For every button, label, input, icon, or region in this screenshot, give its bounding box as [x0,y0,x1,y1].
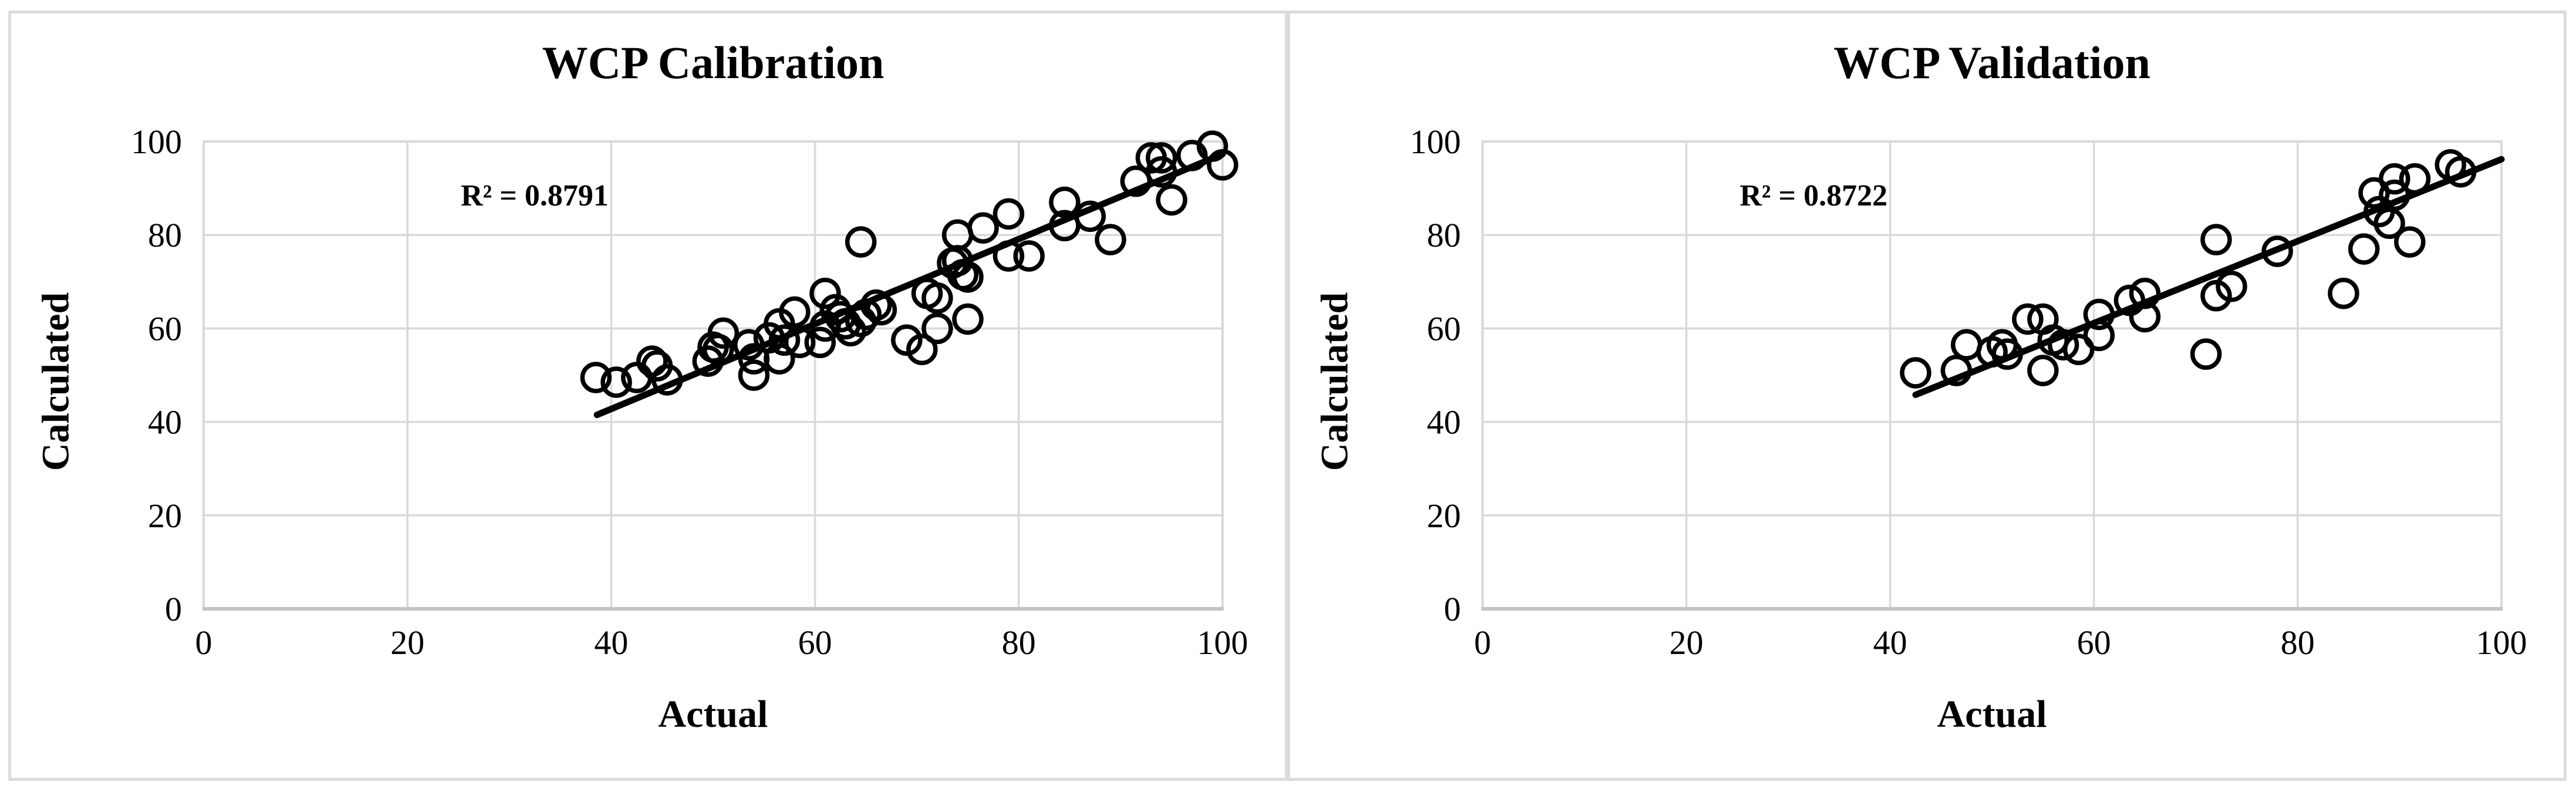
data-point [779,296,811,328]
y-tick-label: 60 [148,309,182,348]
data-point [2348,233,2380,265]
calibration-chart: 0 20 40 60 80 100 0 20 40 60 80 100 WCP Calibration… [35,37,1248,736]
data-point [1950,329,1983,361]
data-point [580,362,612,393]
tick-layer: 0 20 40 60 80 100 0 20 40 60 80 100 [1410,123,2527,662]
data-point [2328,277,2359,309]
data-point [891,324,923,356]
data-point [1095,224,1126,255]
trendline [593,150,1226,419]
y-tick-label: 40 [1427,403,1461,442]
data-point [2378,163,2410,195]
chart-title: WCP Validation [1834,37,2150,88]
data-point [2027,355,2059,386]
data-point [2394,226,2426,258]
chart-title: WCP Calibration [542,37,884,88]
y-tick-label: 100 [1410,123,1461,161]
data-point [2200,279,2232,312]
r-squared-label: R² = 0.8722 [1740,179,1888,213]
trendline [1912,156,2505,398]
y-axis-title: Calculated [1314,292,1356,471]
data-point [1900,357,1932,389]
x-tick-label: 40 [594,624,628,662]
x-tick-label: 100 [1197,624,1248,662]
data-point [1146,142,1177,174]
y-tick-label: 20 [1427,497,1461,535]
x-tick-label: 20 [1669,624,1703,662]
data-point [967,212,999,244]
x-tick-label: 0 [195,624,212,662]
x-tick-label: 20 [390,624,424,662]
data-point [764,343,795,375]
y-axis-title: Calculated [35,292,77,471]
grid-layer [1481,140,2503,611]
data-point [921,312,953,345]
data-point [2200,224,2232,255]
data-point [707,317,740,349]
y-tick-label: 40 [148,403,182,442]
x-tick-label: 60 [2077,624,2111,662]
data-point [2261,235,2293,267]
data-layer [1900,149,2505,398]
x-tick-label: 80 [1002,624,1036,662]
y-tick-label: 80 [148,216,182,254]
data-point [992,198,1025,230]
tick-layer: 0 20 40 60 80 100 0 20 40 60 80 100 [131,123,1248,662]
y-tick-label: 0 [165,590,182,628]
data-point [952,303,984,335]
data-point [2216,271,2247,302]
data-point [921,282,953,314]
x-tick-label: 100 [2476,624,2527,662]
data-point [2047,329,2079,361]
y-tick-label: 80 [1427,216,1461,254]
y-tick-label: 0 [1444,590,1461,628]
data-point [600,366,632,398]
data-point [1013,240,1045,272]
grid-layer [202,140,1224,611]
data-point [845,226,877,258]
data-point [906,333,938,365]
x-tick-label: 60 [798,624,832,662]
data-point [2129,277,2161,309]
data-point [636,345,668,377]
data-point [809,277,841,309]
data-point [1156,184,1187,216]
x-axis-title: Actual [659,693,768,736]
data-point [804,326,836,359]
plot-border [1481,140,2503,610]
data-point [738,359,770,391]
x-tick-label: 0 [1474,624,1491,662]
x-axis-title: Actual [1937,693,2047,736]
validation-chart-panel: 0 20 40 60 80 100 0 20 40 60 80 100 WCP Validation … [1287,11,2567,781]
y-tick-label: 60 [1427,309,1461,348]
y-tick-label: 20 [148,497,182,535]
data-point [1049,186,1081,218]
r-squared-label: R² = 0.8791 [461,179,609,213]
calibration-chart-panel: 0 20 40 60 80 100 0 20 40 60 80 100 WCP Calibration… [8,11,1288,781]
x-tick-label: 80 [2281,624,2315,662]
y-tick-label: 100 [131,123,182,161]
data-point [2190,338,2222,370]
data-layer [580,130,1238,419]
data-point [2012,303,2044,335]
x-tick-label: 40 [1873,624,1907,662]
